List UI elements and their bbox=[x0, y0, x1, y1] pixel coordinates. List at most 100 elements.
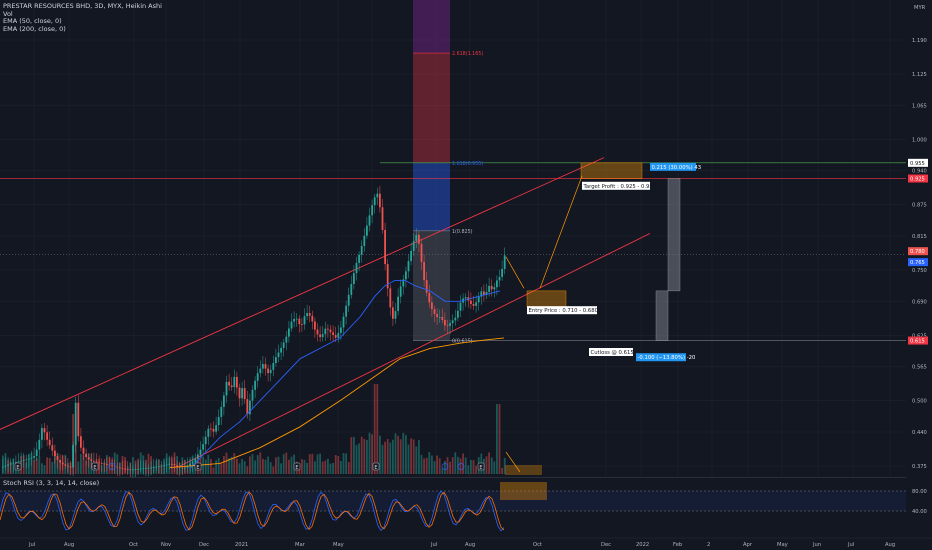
volume-bar bbox=[459, 458, 462, 474]
time-axis-bg bbox=[0, 538, 932, 550]
volume-bar bbox=[38, 456, 41, 474]
volume-bar bbox=[379, 435, 381, 474]
candle-body bbox=[436, 313, 438, 318]
candle-body bbox=[371, 205, 373, 216]
candle-body bbox=[321, 334, 324, 338]
candle-body bbox=[288, 328, 290, 337]
volume-bar bbox=[498, 404, 501, 474]
volume-bar bbox=[350, 437, 353, 474]
volume-bar bbox=[470, 459, 472, 474]
x-tick-label: May bbox=[333, 542, 344, 548]
candle-body bbox=[480, 291, 483, 297]
candle-body bbox=[444, 319, 446, 326]
y-tick-label: 0.690 bbox=[912, 299, 927, 305]
volume-bar bbox=[306, 462, 308, 474]
candle-body bbox=[225, 381, 228, 396]
y-tick-label: 1.125 bbox=[912, 72, 927, 78]
volume-bar bbox=[464, 457, 467, 474]
candle-body bbox=[145, 468, 147, 469]
volume-box bbox=[505, 465, 542, 475]
candle-body bbox=[366, 225, 368, 236]
ema50-label: EMA (50, close, 0) bbox=[3, 17, 62, 25]
stoch-panel bbox=[0, 478, 906, 538]
fib-label-1: 1(0.825) bbox=[452, 229, 473, 235]
volume-bar bbox=[46, 457, 48, 474]
target-profit-label-bg bbox=[582, 181, 650, 190]
volume-bar bbox=[54, 453, 56, 474]
volume-bar bbox=[412, 439, 415, 474]
candle-body bbox=[124, 468, 126, 470]
candle-body bbox=[314, 321, 316, 330]
candle-body bbox=[412, 241, 415, 251]
candle-body bbox=[95, 461, 98, 463]
volume-bar bbox=[77, 461, 80, 474]
entry-box bbox=[526, 290, 567, 307]
candle-body bbox=[67, 465, 69, 467]
volume-bar bbox=[132, 457, 134, 474]
candle-body bbox=[100, 462, 103, 464]
candle-body bbox=[397, 296, 399, 312]
volume-bar bbox=[337, 455, 340, 474]
candle-body bbox=[269, 369, 272, 374]
dividend-marker bbox=[441, 463, 449, 470]
volume-bar bbox=[373, 384, 376, 474]
candle-body bbox=[51, 445, 54, 451]
volume-bar bbox=[35, 458, 38, 474]
candle-body bbox=[220, 406, 223, 417]
volume-bar bbox=[475, 465, 477, 474]
candle-body bbox=[334, 335, 337, 338]
volume-label: Vol bbox=[3, 9, 13, 18]
candle-body bbox=[381, 207, 384, 230]
volume-bar bbox=[311, 453, 314, 474]
axis-tag-0955: 0.955 bbox=[910, 161, 925, 167]
volume-bar bbox=[85, 460, 87, 474]
fib-band-2618 bbox=[413, 53, 450, 163]
volume-bar bbox=[418, 440, 420, 474]
candle-body bbox=[303, 316, 306, 325]
candle-body bbox=[295, 318, 298, 320]
y-tick-label: 0.625 bbox=[912, 333, 927, 339]
candle-body bbox=[428, 292, 431, 303]
volume-bar bbox=[358, 443, 360, 474]
candle-body bbox=[329, 329, 332, 333]
candle-body bbox=[324, 328, 327, 335]
entry-price-label-bg bbox=[527, 306, 597, 315]
candle-body bbox=[129, 469, 132, 471]
candle-body bbox=[472, 303, 475, 306]
volume-bar bbox=[238, 463, 241, 474]
volume-bar bbox=[246, 466, 249, 474]
candle-body bbox=[373, 197, 376, 206]
volume-bar bbox=[397, 435, 399, 474]
volume-bar bbox=[277, 456, 280, 474]
volume-bar bbox=[446, 457, 449, 474]
candle-body bbox=[64, 464, 67, 466]
y-tick-label: 0.440 bbox=[912, 430, 927, 436]
candle-body bbox=[207, 428, 210, 437]
candle-body bbox=[202, 444, 204, 450]
volume-bar bbox=[259, 452, 262, 474]
candle-body bbox=[457, 310, 459, 318]
candle-body bbox=[152, 467, 155, 468]
volume-bar bbox=[251, 454, 254, 474]
candle-body bbox=[163, 465, 165, 466]
candle-body bbox=[137, 468, 139, 470]
candle-body bbox=[368, 215, 371, 226]
x-tick-label: Jul bbox=[28, 542, 35, 548]
candle-body bbox=[332, 332, 334, 336]
candle-body bbox=[441, 317, 444, 320]
candle-body bbox=[171, 463, 173, 465]
candle-body bbox=[111, 465, 113, 466]
candle-body bbox=[186, 465, 189, 468]
volume-bar bbox=[243, 461, 246, 474]
channel-upper bbox=[0, 157, 605, 430]
candle-body bbox=[80, 436, 82, 448]
candle-body bbox=[238, 387, 241, 399]
candle-body bbox=[158, 466, 160, 468]
x-tick-label: 2021 bbox=[235, 542, 248, 548]
volume-bar bbox=[503, 457, 506, 474]
volume-bar bbox=[353, 436, 355, 474]
volume-bar bbox=[275, 457, 277, 474]
volume-bar bbox=[225, 452, 228, 474]
candle-body bbox=[262, 364, 264, 369]
